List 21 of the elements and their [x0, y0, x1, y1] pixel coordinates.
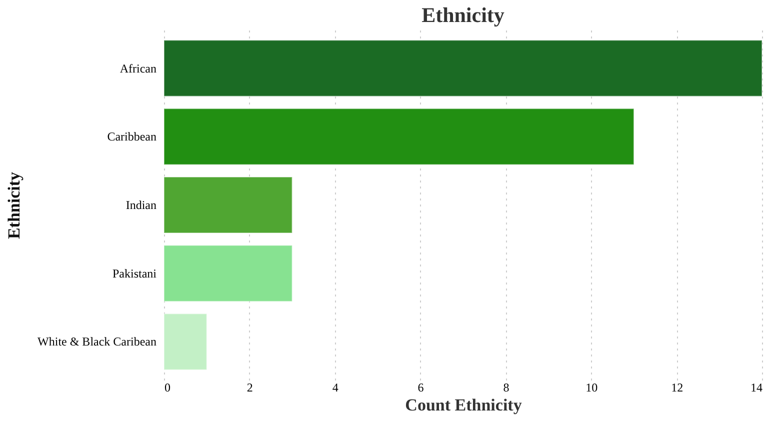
x-tick-label: 8: [503, 380, 510, 394]
bar: [164, 176, 293, 234]
x-tick-label: 4: [332, 380, 338, 394]
x-tick-label: 0: [164, 380, 170, 394]
x-tick-label: 12: [671, 380, 684, 394]
x-tick-label: 10: [586, 380, 598, 394]
bar: [164, 313, 208, 370]
y-tick-label: White & Black Caribean: [38, 334, 156, 349]
bar: [164, 40, 762, 97]
x-axis-title: Count Ethnicity: [405, 396, 522, 414]
x-tick-label: 2: [246, 380, 253, 394]
y-axis-title: Ethnicity: [4, 171, 24, 240]
y-tick-label: Pakistani: [112, 266, 158, 280]
x-tick-label: 6: [418, 380, 424, 394]
chart-title: Ethnicity: [422, 3, 505, 27]
x-tick-label: 14: [750, 380, 762, 394]
y-tick-label: Indian: [126, 198, 156, 212]
y-tick-label: African: [120, 61, 156, 76]
bar: [164, 108, 634, 166]
bar: [164, 244, 293, 302]
y-tick-label: Caribbean: [107, 130, 156, 144]
